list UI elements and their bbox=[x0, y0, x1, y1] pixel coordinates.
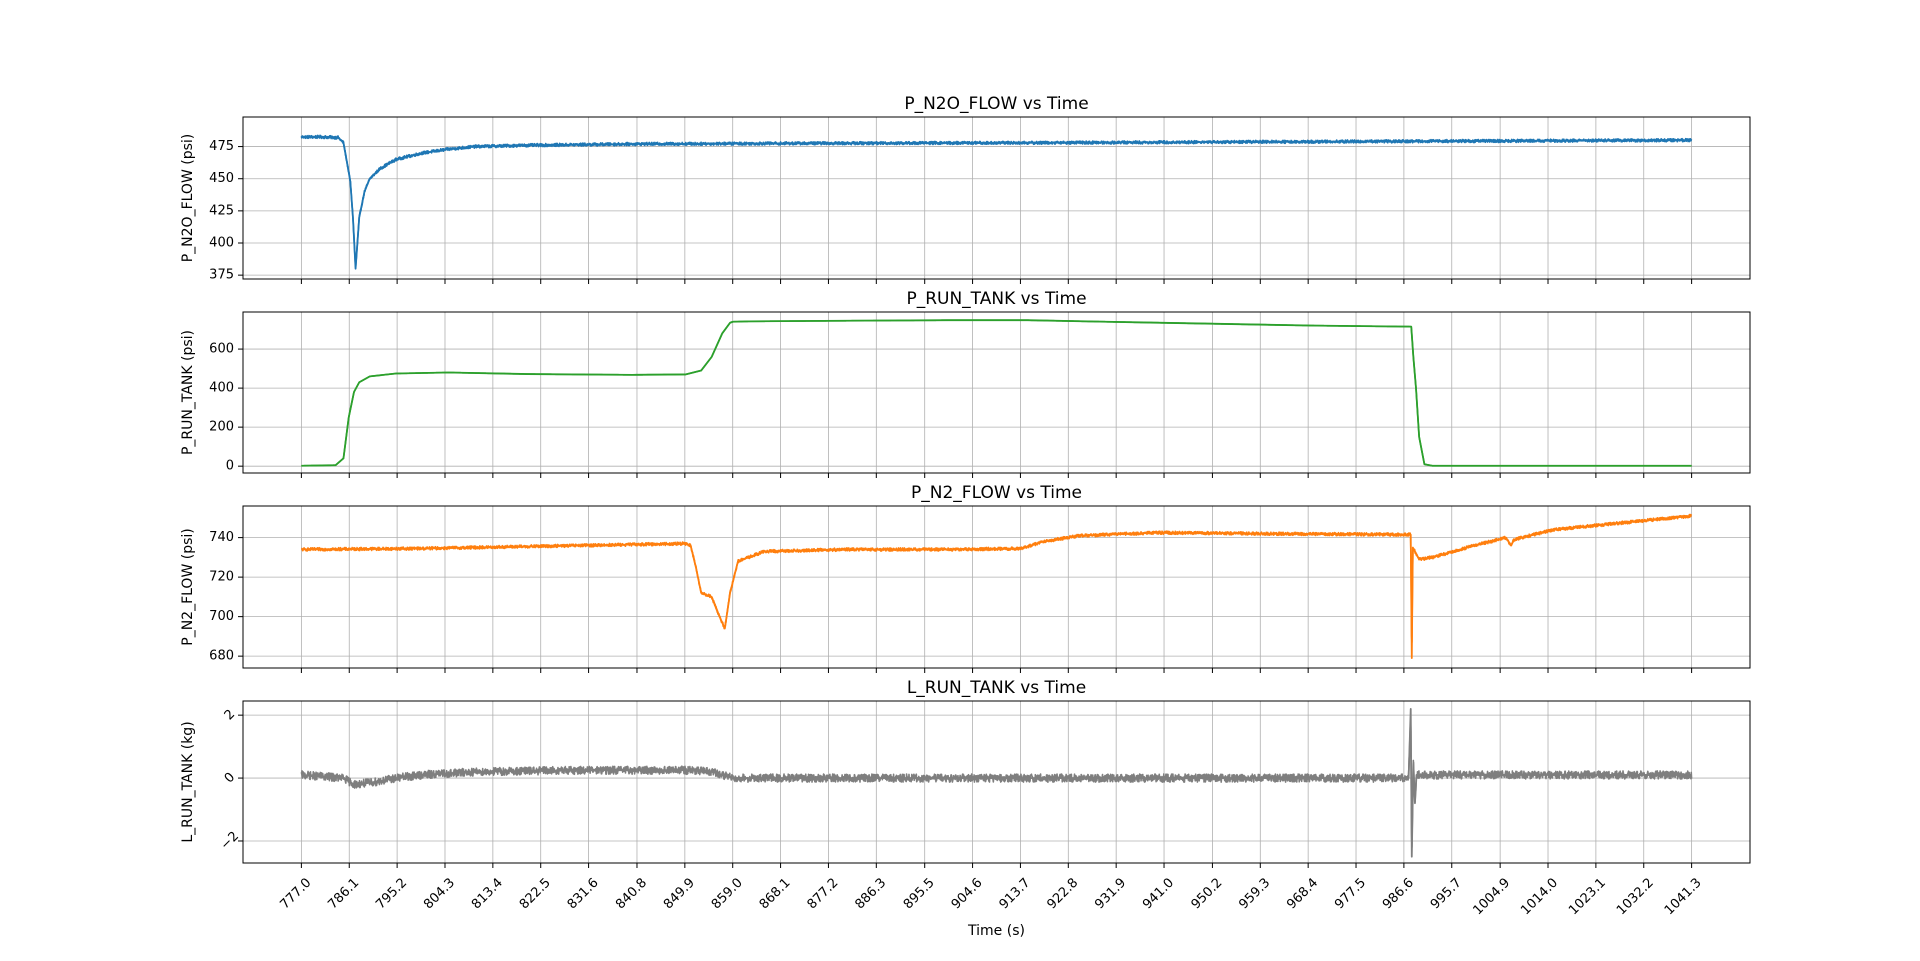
x-tick-label: 1041.3 bbox=[1662, 875, 1705, 918]
y-tick-label: 0 bbox=[222, 770, 238, 786]
x-axis-label: Time (s) bbox=[967, 923, 1025, 939]
x-tick-label: 877.2 bbox=[805, 875, 842, 912]
y-tick-label: 200 bbox=[209, 420, 234, 435]
subplot-title: L_RUN_TANK vs Time bbox=[907, 678, 1086, 698]
series-line-4-peaks bbox=[301, 707, 1692, 858]
y-tick-label: 680 bbox=[209, 649, 234, 664]
x-tick-label: 959.3 bbox=[1236, 875, 1273, 912]
subplot-title: P_RUN_TANK vs Time bbox=[906, 289, 1086, 309]
x-tick-label: 849.9 bbox=[661, 875, 698, 912]
x-tick-label: 868.1 bbox=[757, 875, 794, 912]
x-tick-label: 1032.2 bbox=[1614, 875, 1657, 918]
x-tick-label: 886.3 bbox=[852, 875, 889, 912]
series-line-1-peaks bbox=[301, 136, 1692, 270]
x-tick-label: 1014.0 bbox=[1518, 875, 1561, 918]
x-tick-label: 777.0 bbox=[278, 875, 315, 912]
x-tick-label: 950.2 bbox=[1189, 875, 1226, 912]
x-tick-label: 995.7 bbox=[1428, 875, 1465, 912]
x-tick-label: 804.3 bbox=[421, 875, 458, 912]
x-tick-label: 859.0 bbox=[709, 875, 746, 912]
plot-frame bbox=[242, 700, 1751, 864]
x-tick-label: 786.1 bbox=[325, 875, 362, 912]
x-tick-label: 931.9 bbox=[1092, 875, 1129, 912]
subplot-1: 375 400 425 450 475 P_N2O_FLOW vs Time P_N2O_F… bbox=[180, 94, 1751, 284]
subplot-2: 0 200 400 600 P_RUN_TANK vs Time P_RUN_TANK (… bbox=[180, 289, 1751, 478]
x-tick-label: 968.4 bbox=[1284, 875, 1321, 912]
series-line-2-peaks bbox=[301, 319, 1692, 467]
x-tick-label: 1023.1 bbox=[1566, 875, 1609, 918]
y-axis-label: L_RUN_TANK (kg) bbox=[180, 721, 196, 842]
plot-frame bbox=[242, 505, 1751, 669]
subplot-4: −2 0 2 L_RUN_TANK vs Time L_RUN_TANK (kg) bbox=[180, 678, 1751, 868]
x-tick-label: 977.5 bbox=[1332, 875, 1369, 912]
series-line-3 bbox=[300, 513, 1693, 643]
y-axis-label: P_N2_FLOW (psi) bbox=[180, 528, 196, 645]
series-line-4 bbox=[300, 718, 1693, 848]
series-line-3-peaks bbox=[301, 514, 1692, 660]
series-line-1 bbox=[300, 134, 1693, 269]
y-tick-label: 375 bbox=[209, 268, 234, 283]
subplot-title: P_N2O_FLOW vs Time bbox=[904, 94, 1088, 114]
y-tick-label: 450 bbox=[209, 171, 234, 186]
x-tick-label: 941.0 bbox=[1140, 875, 1177, 912]
y-tick-label: 475 bbox=[209, 139, 234, 154]
y-tick-label: 600 bbox=[209, 342, 234, 357]
subplot-title: P_N2_FLOW vs Time bbox=[911, 483, 1082, 503]
y-tick-label: 400 bbox=[209, 381, 234, 396]
y-axis-label: P_RUN_TANK (psi) bbox=[180, 330, 196, 455]
plot-frame bbox=[242, 311, 1751, 474]
x-tick-label: 904.6 bbox=[949, 875, 986, 912]
y-tick-label: 2 bbox=[222, 707, 238, 723]
x-tick-label: 840.8 bbox=[613, 875, 650, 912]
y-tick-label: 400 bbox=[209, 236, 234, 251]
x-tick-label: 913.7 bbox=[997, 875, 1034, 912]
series-line-2 bbox=[300, 319, 1693, 467]
x-axis: 777.0 786.1 795.2 804.3 813.4 822.5 831.6 840.8… bbox=[278, 875, 1705, 939]
x-tick-label: 813.4 bbox=[469, 875, 506, 912]
x-tick-label: 1004.9 bbox=[1470, 875, 1513, 918]
subplot-3: 680 700 720 740 P_N2_FLOW vs Time P_N2_FLOW (… bbox=[180, 483, 1751, 673]
y-tick-label: 0 bbox=[226, 459, 234, 474]
y-tick-label: 740 bbox=[209, 530, 234, 545]
x-tick-label: 895.5 bbox=[901, 875, 938, 912]
y-tick-label: 425 bbox=[209, 203, 234, 218]
x-tick-label: 922.8 bbox=[1044, 875, 1081, 912]
x-tick-label: 795.2 bbox=[373, 875, 410, 912]
plot-frame bbox=[242, 116, 1751, 280]
y-tick-label: −2 bbox=[218, 829, 242, 853]
y-tick-label: 700 bbox=[209, 609, 234, 624]
x-tick-label: 986.6 bbox=[1380, 875, 1417, 912]
y-tick-label: 720 bbox=[209, 570, 234, 585]
y-axis-label: P_N2O_FLOW (psi) bbox=[180, 134, 196, 263]
x-tick-label: 822.5 bbox=[517, 875, 554, 912]
x-tick-label: 831.6 bbox=[565, 875, 602, 912]
